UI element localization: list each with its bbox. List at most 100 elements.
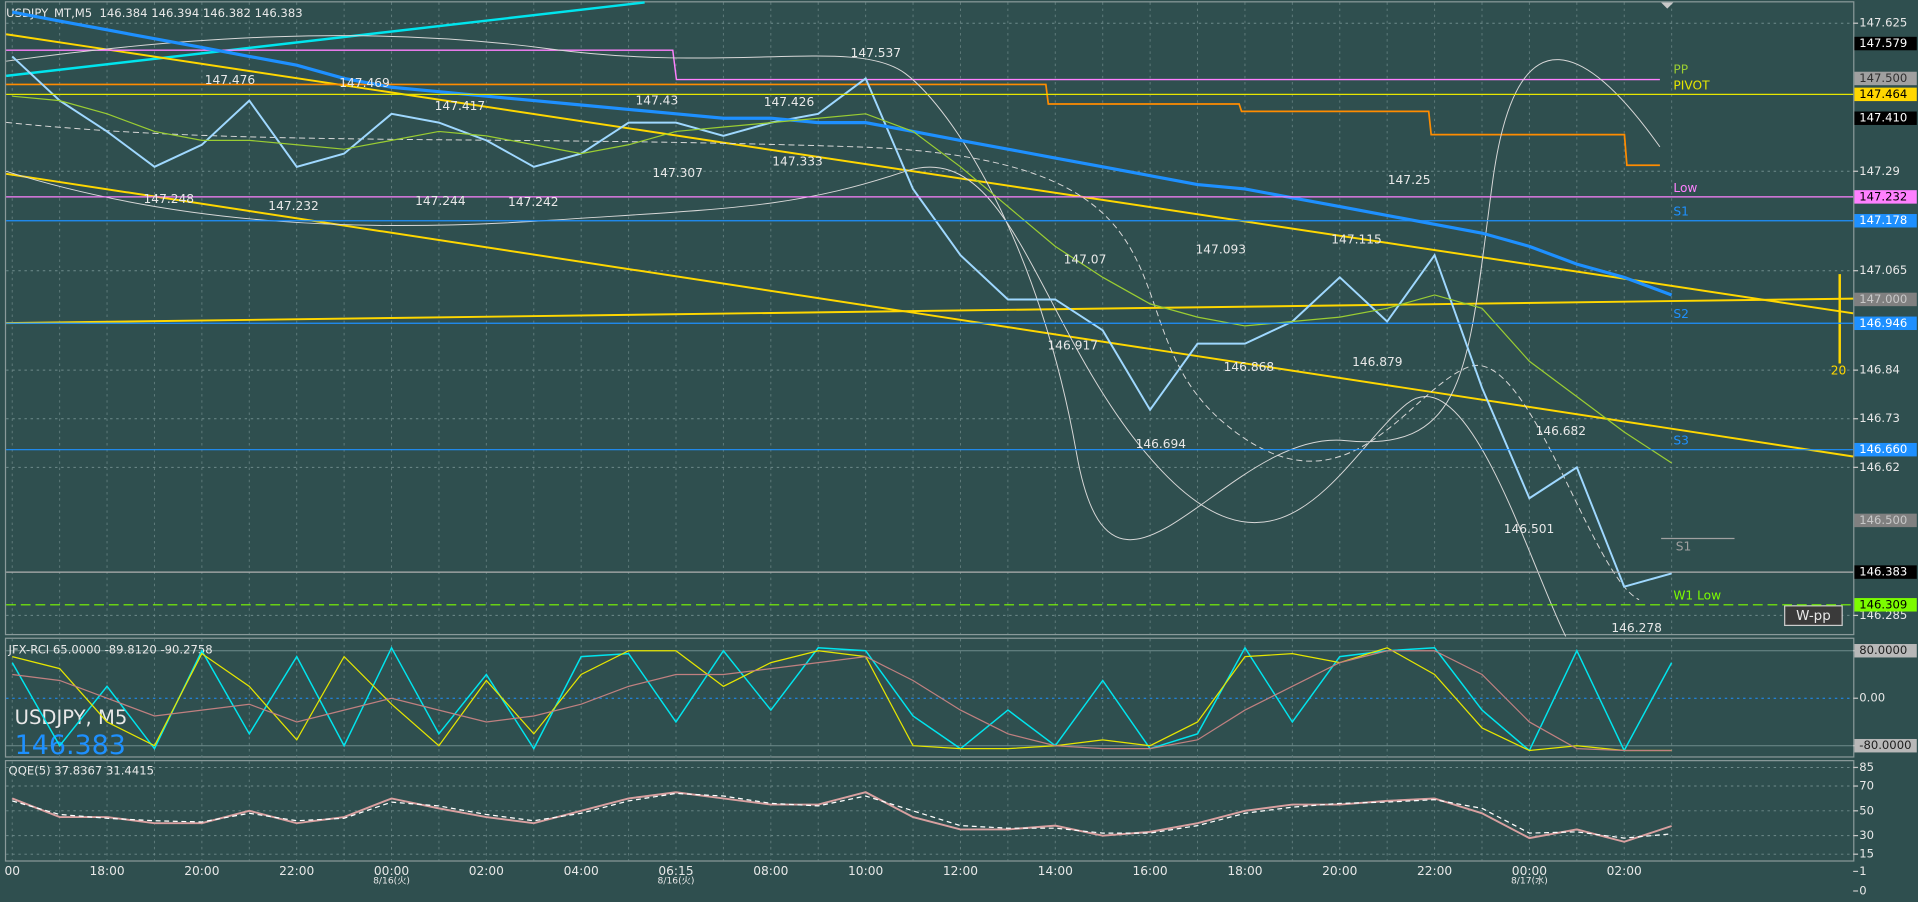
low-label: 147.244	[415, 194, 466, 208]
w-pp-label: W-pp	[1796, 609, 1831, 624]
x-tick-label: 04:00	[564, 864, 599, 878]
low-label: 146.694	[1136, 437, 1187, 451]
level-name: PP	[1673, 62, 1688, 76]
y-tick-label: 50	[1859, 803, 1874, 817]
y-tick-label: -80.0000	[1859, 738, 1911, 752]
indicator-title: JFX-RCI 65.0000 -89.8120 -90.2758	[8, 642, 213, 656]
level-name: S3	[1673, 434, 1689, 448]
series-line	[11, 55, 1672, 588]
low-label: 146.917	[1048, 338, 1099, 352]
level-tag-label: 146.383	[1859, 565, 1907, 579]
x-tick-label: 20:00	[184, 864, 219, 878]
y-tick-label: 147.29	[1859, 164, 1900, 178]
high-label: 147.469	[339, 76, 390, 90]
level-tag-label: 147.178	[1859, 213, 1907, 227]
high-label: 147.25	[1388, 173, 1431, 187]
level-tag	[1854, 513, 1917, 528]
y-tick-label: 147.065	[1859, 263, 1907, 277]
series-line	[12, 792, 1672, 839]
date-label: 8/17(水)	[1511, 875, 1548, 887]
level-name: PIVOT	[1673, 78, 1710, 92]
level-name: S2	[1673, 307, 1689, 321]
low-label: 146.879	[1352, 355, 1403, 369]
x-tick-label: 00:00	[1512, 864, 1547, 878]
x-tick-label: 10:00	[848, 864, 883, 878]
high-label: 147.093	[1196, 242, 1247, 256]
x-tick-label: 08:00	[753, 864, 788, 878]
low-label: 147.242	[508, 195, 559, 209]
x-tick-label: 00	[4, 864, 20, 878]
y-tick-label: 1	[1859, 864, 1866, 878]
y-tick-label: 85	[1859, 760, 1874, 774]
level-tag-label: 146.946	[1859, 316, 1907, 330]
x-tick-label: 02:00	[1607, 864, 1642, 878]
date-label: 8/16(火)	[658, 876, 695, 887]
y-tick-box	[1854, 644, 1917, 658]
series-line	[12, 650, 1672, 752]
level-tag-label: 147.579	[1859, 36, 1907, 50]
high-label: 147.07	[1064, 252, 1107, 266]
level-tag	[1854, 36, 1917, 51]
series-line	[12, 95, 1672, 464]
series-line	[11, 791, 1672, 843]
level-tag	[1854, 214, 1917, 228]
y-tick-label: 30	[1859, 828, 1874, 842]
chart-title: USDJPY_MT,M5 146.384 146.394 146.382 146…	[6, 6, 302, 20]
y-tick-label: 15	[1859, 847, 1874, 861]
level-name: W1 Low	[1673, 589, 1721, 603]
grid	[6, 2, 1854, 861]
low-label: 147.232	[268, 199, 319, 213]
x-tick-label: 12:00	[943, 864, 978, 878]
level-tag	[1854, 565, 1917, 579]
x-tick-label: 02:00	[469, 864, 504, 878]
w-pp-button[interactable]	[1784, 605, 1843, 627]
y-tick-label: 80.0000	[1859, 643, 1907, 657]
level-tag	[1854, 190, 1917, 204]
high-label: 147.476	[205, 73, 256, 87]
series-line	[11, 10, 1673, 297]
level-name: Low	[1673, 181, 1697, 195]
symbol-watermark: USDJPY, M5	[15, 706, 128, 729]
x-tick-label: 18:00	[89, 864, 124, 878]
y-tick-label: 70	[1859, 779, 1874, 793]
level-tag-label: 146.500	[1859, 513, 1907, 527]
y-tick-label: 146.84	[1859, 363, 1900, 377]
x-tick-label: 14:00	[1038, 864, 1073, 878]
level-tag	[1854, 71, 1917, 86]
level-tag-label: 147.500	[1859, 71, 1907, 85]
x-tick-label: 06:15	[658, 864, 693, 878]
high-label: 147.43	[635, 93, 678, 107]
level-tag-label: 146.660	[1859, 442, 1907, 456]
low-label: 146.868	[1224, 360, 1275, 374]
x-tick-label: 00:00	[374, 864, 409, 878]
indicator-title: QQE(5) 37.8367 31.4415	[9, 764, 154, 778]
high-label: 147.417	[435, 99, 486, 113]
level-tag-label: 147.464	[1859, 87, 1907, 101]
level-tag	[1854, 111, 1917, 125]
y-tick-box	[1854, 738, 1917, 753]
high-label: 146.682	[1536, 424, 1587, 438]
x-tick-label: 16:00	[1133, 864, 1168, 878]
x-tick-label: 18:00	[1227, 864, 1262, 878]
series-line	[12, 647, 1672, 752]
note-label: 20	[1831, 363, 1847, 377]
high-label: 147.115	[1331, 233, 1382, 247]
low-label: 147.333	[772, 155, 823, 169]
high-label: 147.537	[851, 46, 902, 60]
level-tag	[1854, 442, 1917, 457]
low-label: 147.307	[652, 166, 703, 180]
x-tick-label: 22:00	[1417, 864, 1452, 878]
y-tick-label: 147.625	[1859, 16, 1907, 30]
date-label: 8/16(火)	[373, 876, 410, 887]
price-watermark: 146.383	[15, 730, 126, 761]
y-tick-label: 146.73	[1859, 411, 1900, 425]
level-name: S1	[1673, 205, 1689, 219]
high-label: 147.426	[764, 95, 815, 109]
level-tag-label: 146.309	[1859, 597, 1907, 611]
level-tag	[1854, 87, 1917, 102]
y-tick-label: 0	[1859, 883, 1866, 897]
x-tick-label: 22:00	[279, 864, 314, 878]
low-label: 146.278	[1611, 621, 1662, 635]
